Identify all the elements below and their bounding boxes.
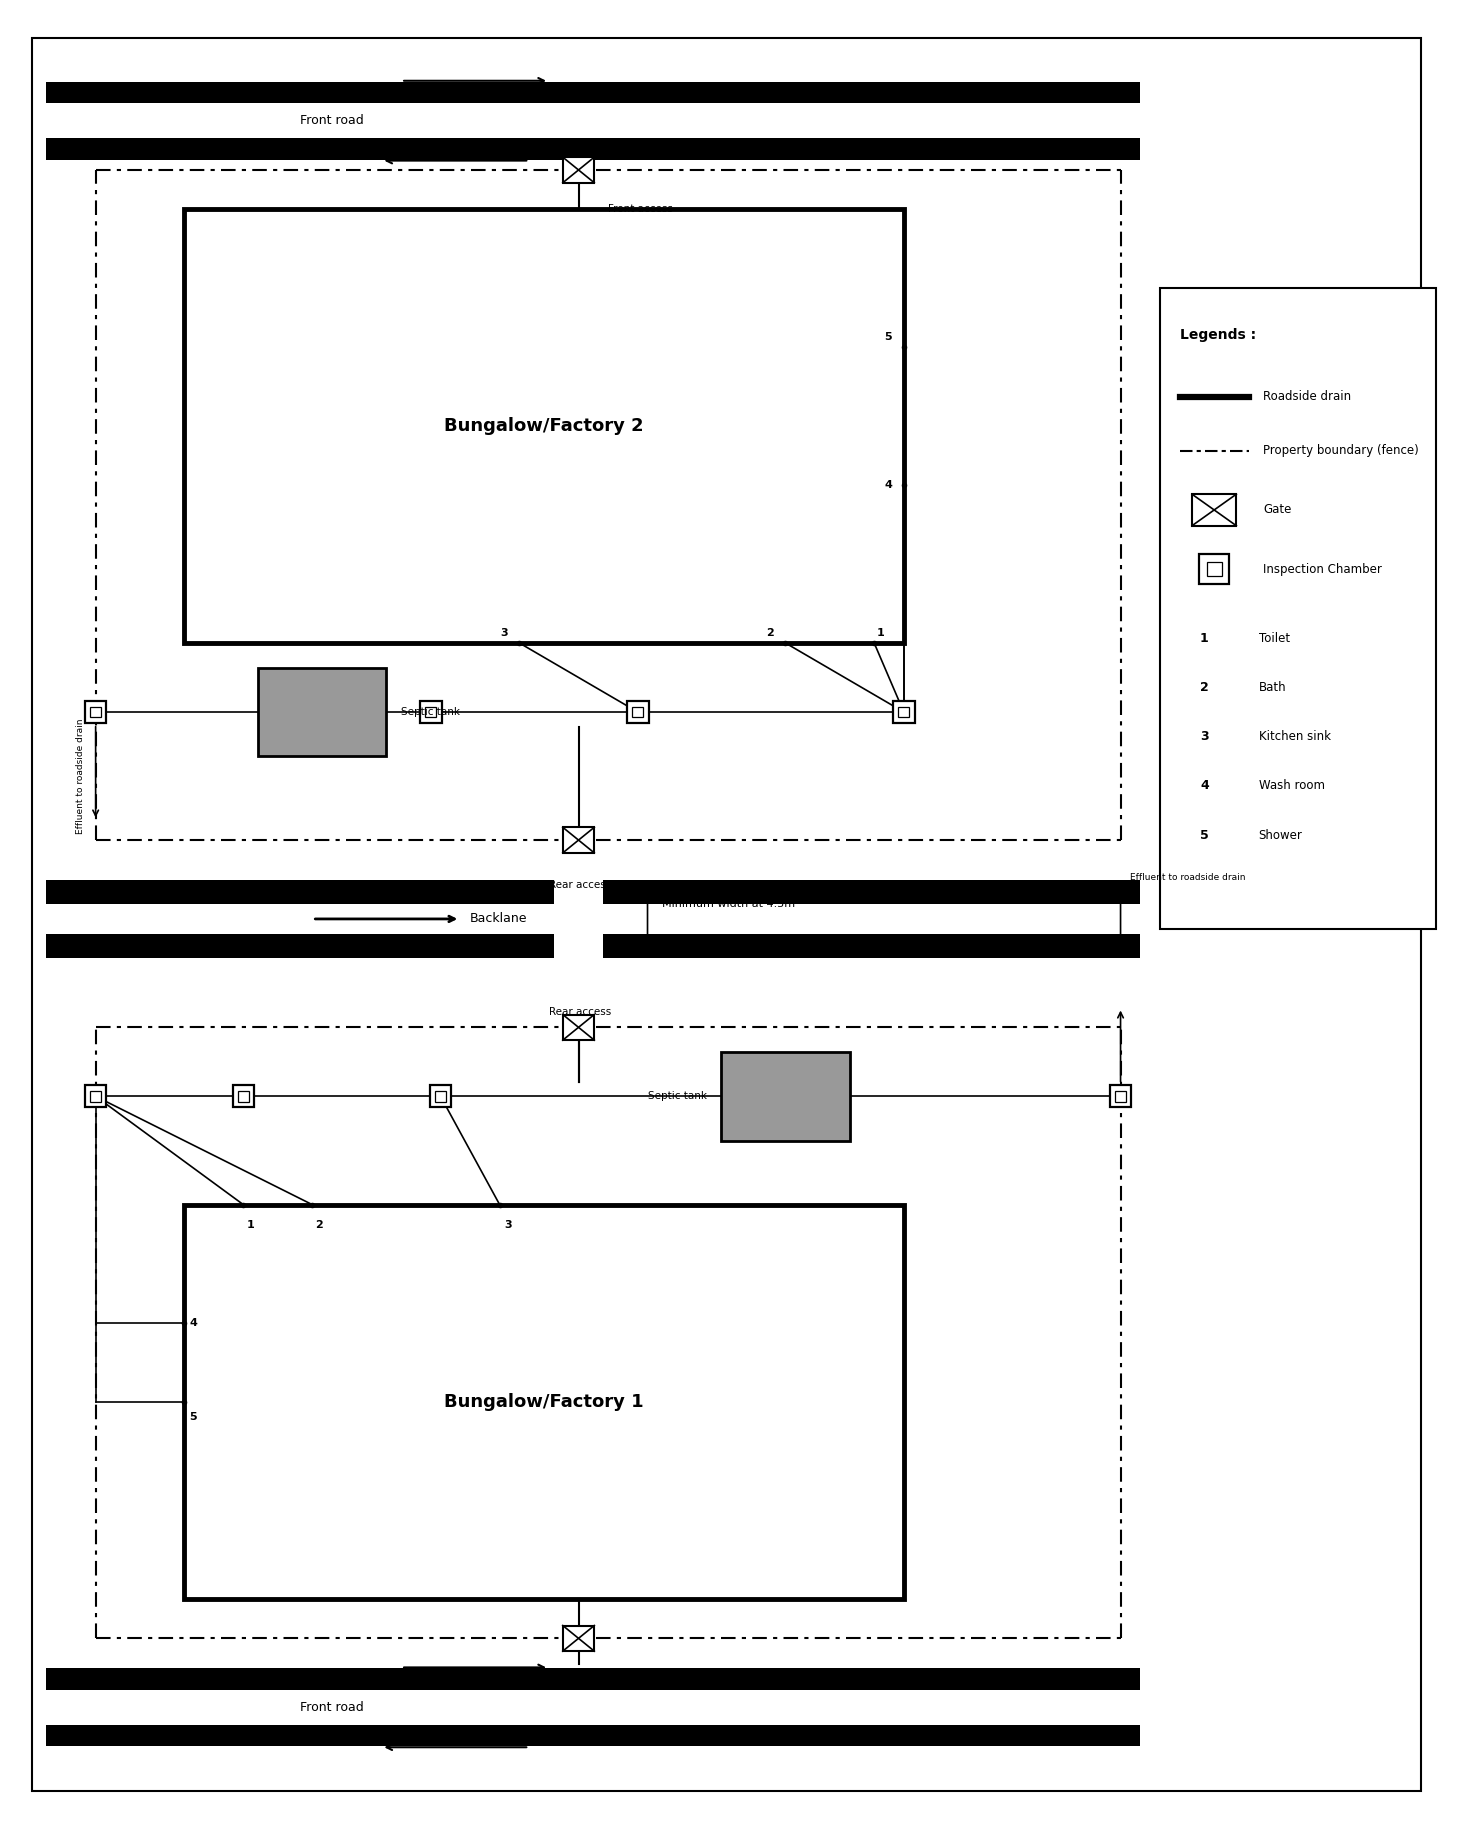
Bar (1207, 562, 1222, 576)
Text: Wash room: Wash room (1258, 779, 1324, 792)
Text: Septic tank: Septic tank (648, 1092, 707, 1101)
Text: 5: 5 (884, 333, 892, 342)
Bar (1200, 554, 1229, 583)
Bar (184, 1205, 904, 1599)
Bar (47, 1725, 1140, 1747)
Text: Front road: Front road (300, 1701, 364, 1714)
Bar (91, 706, 101, 717)
Bar (184, 209, 904, 644)
Text: 1: 1 (1200, 631, 1208, 644)
Text: Septic tank: Septic tank (401, 708, 461, 717)
Bar (47, 935, 554, 958)
Text: Roadside drain: Roadside drain (1264, 390, 1352, 402)
Text: Kitchen sink: Kitchen sink (1258, 730, 1330, 743)
Bar (721, 1052, 850, 1141)
Bar (85, 1085, 107, 1107)
Text: Bungalow/Factory 2: Bungalow/Factory 2 (445, 417, 644, 435)
Bar (47, 1668, 1140, 1690)
Text: Legends :: Legends : (1179, 327, 1255, 342)
Text: Rear access: Rear access (549, 1008, 612, 1017)
Bar (426, 706, 436, 717)
Bar (626, 701, 648, 722)
Text: 4: 4 (884, 481, 892, 490)
Text: 3: 3 (1200, 730, 1208, 743)
Bar (563, 1015, 594, 1041)
Bar (1115, 1090, 1127, 1101)
Bar (238, 1090, 249, 1101)
Text: 1: 1 (878, 627, 885, 638)
Bar (435, 1090, 446, 1101)
Bar (603, 880, 1140, 904)
Bar (898, 706, 909, 717)
Text: Backlane: Backlane (470, 913, 528, 925)
Text: Rear access: Rear access (549, 880, 612, 889)
Bar (47, 880, 554, 904)
Text: Front access: Front access (609, 1674, 673, 1683)
Bar (1160, 289, 1435, 929)
Text: Front road: Front road (300, 113, 364, 128)
Text: 3: 3 (505, 1220, 512, 1229)
Bar (563, 157, 594, 183)
Text: Bath: Bath (1258, 680, 1286, 693)
Bar (603, 935, 1140, 958)
Text: Bungalow/Factory 1: Bungalow/Factory 1 (445, 1394, 644, 1410)
Text: 1: 1 (246, 1220, 255, 1229)
Bar (1192, 494, 1236, 525)
Bar (47, 137, 1140, 159)
Text: Front access: Front access (609, 205, 673, 214)
Text: Effluent to roadside drain: Effluent to roadside drain (1131, 872, 1246, 882)
Text: Property boundary (fence): Property boundary (fence) (1264, 444, 1419, 457)
Bar (259, 668, 386, 757)
Bar (91, 1090, 101, 1101)
Bar (233, 1085, 255, 1107)
Text: Gate: Gate (1264, 503, 1292, 516)
Text: 4: 4 (189, 1319, 198, 1328)
Bar (563, 1626, 594, 1652)
Text: 5: 5 (189, 1412, 198, 1421)
Text: Toilet: Toilet (1258, 631, 1290, 644)
Text: 2: 2 (767, 627, 774, 638)
Text: Shower: Shower (1258, 829, 1302, 841)
Text: Inspection Chamber: Inspection Chamber (1264, 563, 1383, 576)
Bar (632, 706, 644, 717)
Bar (563, 827, 594, 852)
Text: Minimum width at 4.5m: Minimum width at 4.5m (663, 900, 796, 909)
Bar (1110, 1085, 1131, 1107)
Bar (85, 701, 107, 722)
Text: 3: 3 (500, 627, 508, 638)
Bar (430, 1085, 452, 1107)
Text: 2: 2 (1200, 680, 1208, 693)
Text: 4: 4 (1200, 779, 1208, 792)
Text: 5: 5 (1200, 829, 1208, 841)
Bar (47, 82, 1140, 104)
Bar (892, 701, 914, 722)
Text: Effluent to roadside drain: Effluent to roadside drain (76, 719, 85, 834)
Bar (420, 701, 442, 722)
Text: 2: 2 (316, 1220, 323, 1229)
